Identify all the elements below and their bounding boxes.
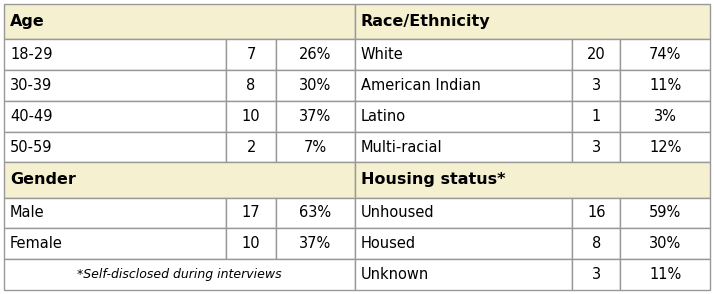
Bar [4, 198, 226, 228]
Bar [226, 101, 276, 132]
Bar [620, 228, 710, 259]
Text: Unhoused: Unhoused [361, 206, 435, 220]
Text: 26%: 26% [299, 47, 331, 62]
Bar [276, 228, 355, 259]
Bar [573, 70, 620, 101]
Text: 3: 3 [592, 267, 601, 282]
Bar [355, 101, 573, 132]
Bar [276, 132, 355, 162]
Text: 17: 17 [242, 206, 261, 220]
Bar [573, 228, 620, 259]
Text: *Self-disclosed during interviews: *Self-disclosed during interviews [77, 268, 282, 281]
Text: 8: 8 [246, 78, 256, 93]
Bar [226, 39, 276, 70]
Text: 7: 7 [246, 47, 256, 62]
Bar [276, 39, 355, 70]
Text: 63%: 63% [299, 206, 331, 220]
Text: Latino: Latino [361, 109, 406, 124]
Bar [620, 101, 710, 132]
Bar [573, 198, 620, 228]
Text: 3: 3 [592, 78, 601, 93]
Text: 11%: 11% [649, 267, 681, 282]
Bar [355, 39, 573, 70]
Bar [276, 101, 355, 132]
Bar [620, 259, 710, 290]
Bar [226, 70, 276, 101]
Bar [226, 198, 276, 228]
Text: 37%: 37% [299, 109, 331, 124]
Text: Female: Female [10, 236, 63, 251]
Text: 3%: 3% [654, 109, 677, 124]
Text: Male: Male [10, 206, 44, 220]
Bar [276, 198, 355, 228]
Bar [226, 132, 276, 162]
Bar [4, 70, 226, 101]
Bar [4, 228, 226, 259]
Bar [226, 228, 276, 259]
Bar [4, 4, 355, 39]
Bar [4, 162, 355, 198]
Text: 2: 2 [246, 139, 256, 155]
Text: 74%: 74% [649, 47, 681, 62]
Text: Housing status*: Housing status* [361, 173, 506, 188]
Text: 3: 3 [592, 139, 601, 155]
Text: 8: 8 [592, 236, 601, 251]
Text: 7%: 7% [303, 139, 327, 155]
Text: Gender: Gender [10, 173, 76, 188]
Bar [573, 39, 620, 70]
Bar [620, 39, 710, 70]
Bar [355, 259, 573, 290]
Text: 30-39: 30-39 [10, 78, 52, 93]
Bar [573, 101, 620, 132]
Text: 37%: 37% [299, 236, 331, 251]
Bar [4, 259, 355, 290]
Bar [573, 259, 620, 290]
Bar [4, 132, 226, 162]
Text: 1: 1 [592, 109, 601, 124]
Text: 30%: 30% [649, 236, 681, 251]
Text: Race/Ethnicity: Race/Ethnicity [361, 14, 491, 29]
Bar [355, 70, 573, 101]
Text: 11%: 11% [649, 78, 681, 93]
Bar [355, 198, 573, 228]
Text: 40-49: 40-49 [10, 109, 53, 124]
Bar [355, 162, 710, 198]
Bar [276, 70, 355, 101]
Bar [4, 39, 226, 70]
Text: American Indian: American Indian [361, 78, 481, 93]
Bar [4, 101, 226, 132]
Text: Unknown: Unknown [361, 267, 429, 282]
Text: White: White [361, 47, 403, 62]
Bar [620, 198, 710, 228]
Text: Housed: Housed [361, 236, 416, 251]
Text: Multi-racial: Multi-racial [361, 139, 443, 155]
Bar [355, 228, 573, 259]
Text: 50-59: 50-59 [10, 139, 53, 155]
Text: 10: 10 [242, 109, 261, 124]
Text: 20: 20 [587, 47, 605, 62]
Text: 16: 16 [587, 206, 605, 220]
Bar [573, 132, 620, 162]
Bar [355, 4, 710, 39]
Text: 10: 10 [242, 236, 261, 251]
Bar [620, 132, 710, 162]
Text: 18-29: 18-29 [10, 47, 53, 62]
Bar [355, 132, 573, 162]
Text: 30%: 30% [299, 78, 331, 93]
Bar [620, 70, 710, 101]
Text: 12%: 12% [649, 139, 681, 155]
Text: Age: Age [10, 14, 45, 29]
Text: 59%: 59% [649, 206, 681, 220]
